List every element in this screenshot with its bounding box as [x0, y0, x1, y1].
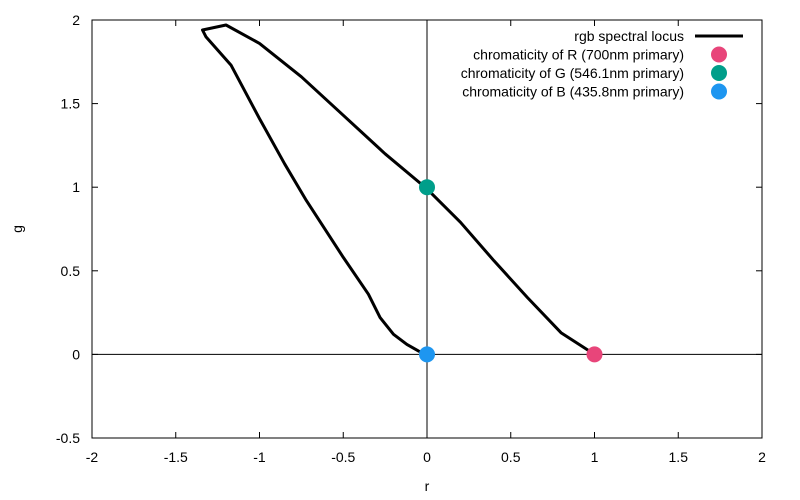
y-tick-label: 0.5 [61, 263, 81, 279]
y-ticks: -0.5 0 0.5 1 1.5 2 [56, 12, 762, 446]
y-axis-title: g [9, 225, 25, 233]
legend-point-sample [711, 83, 727, 100]
data-layer [201, 23, 603, 363]
x-tick-label: 1 [591, 449, 599, 465]
x-tick-label: 2 [758, 449, 766, 465]
legend-label: rgb spectral locus [574, 28, 684, 44]
y-tick-label: 1 [72, 179, 80, 195]
x-axis-title: r [425, 478, 430, 494]
legend-point-sample [711, 65, 727, 81]
legend-label: chromaticity of R (700nm primary) [473, 47, 684, 63]
x-tick-label: 0 [423, 449, 431, 465]
y-tick-label: 2 [72, 12, 80, 28]
primary-point-g [419, 179, 435, 196]
legend: rgb spectral locus chromaticity of R (700… [461, 28, 743, 100]
x-tick-label: -1.5 [164, 449, 188, 465]
y-tick-label: 0 [72, 346, 80, 362]
primary-point-r [586, 346, 603, 363]
legend-point-sample [711, 46, 727, 63]
x-ticks: -2 -1.5 -1 -0.5 0 0.5 1 1.5 2 [86, 20, 766, 465]
x-tick-label: -1 [253, 449, 266, 465]
x-tick-label: -2 [86, 449, 99, 465]
legend-label: chromaticity of B (435.8nm primary) [462, 84, 684, 100]
x-tick-label: -0.5 [331, 449, 355, 465]
x-tick-label: 1.5 [669, 449, 689, 465]
spectral-locus-line [201, 23, 596, 356]
y-tick-label: -0.5 [56, 430, 80, 446]
legend-label: chromaticity of G (546.1nm primary) [461, 65, 684, 81]
y-tick-label: 1.5 [61, 96, 81, 112]
primary-point-b [419, 346, 435, 363]
x-tick-label: 0.5 [501, 449, 521, 465]
